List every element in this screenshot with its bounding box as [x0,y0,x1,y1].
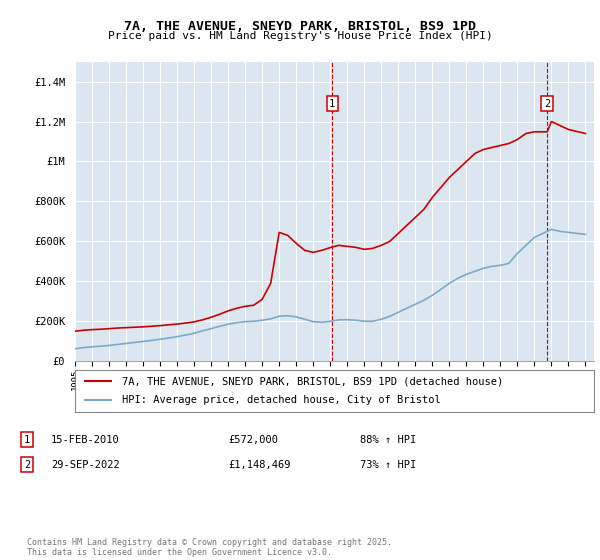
Text: Price paid vs. HM Land Registry's House Price Index (HPI): Price paid vs. HM Land Registry's House … [107,31,493,41]
Text: 1: 1 [24,435,30,445]
Text: 1: 1 [329,99,335,109]
Text: HPI: Average price, detached house, City of Bristol: HPI: Average price, detached house, City… [122,395,440,405]
Text: 15-FEB-2010: 15-FEB-2010 [51,435,120,445]
Text: 73% ↑ HPI: 73% ↑ HPI [360,460,416,470]
Text: 2: 2 [544,99,550,109]
Text: 2: 2 [24,460,30,470]
Text: 7A, THE AVENUE, SNEYD PARK, BRISTOL, BS9 1PD (detached house): 7A, THE AVENUE, SNEYD PARK, BRISTOL, BS9… [122,376,503,386]
Text: Contains HM Land Registry data © Crown copyright and database right 2025.
This d: Contains HM Land Registry data © Crown c… [27,538,392,557]
Text: 29-SEP-2022: 29-SEP-2022 [51,460,120,470]
Text: 7A, THE AVENUE, SNEYD PARK, BRISTOL, BS9 1PD: 7A, THE AVENUE, SNEYD PARK, BRISTOL, BS9… [124,20,476,32]
Text: £572,000: £572,000 [228,435,278,445]
Text: 88% ↑ HPI: 88% ↑ HPI [360,435,416,445]
Text: £1,148,469: £1,148,469 [228,460,290,470]
